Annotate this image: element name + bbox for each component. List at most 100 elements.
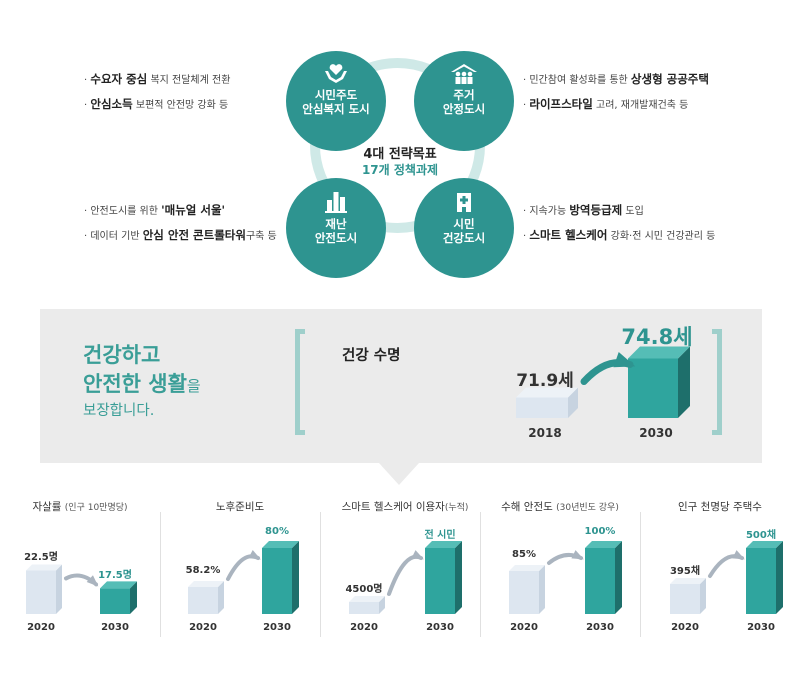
bracket-left	[295, 329, 305, 435]
year-1-2030: 2030	[101, 622, 129, 633]
bar-5-2030-front	[746, 548, 776, 614]
goal-housing-label2: 안정도시	[442, 102, 486, 116]
bar-1-2020-front	[26, 570, 56, 614]
goal-safety-label2: 안전도시	[314, 231, 358, 245]
bar-4-2020-top	[509, 565, 545, 571]
goal-welfare-label1: 시민주도	[314, 88, 358, 102]
bar-4-2030	[585, 541, 622, 614]
chart-title-text: 스마트 헬스케어 이용자	[341, 501, 445, 513]
center-title: 4대 전략목표	[363, 147, 437, 162]
goal-health-label1: 시민	[453, 217, 475, 231]
bar-5-2020	[670, 578, 706, 614]
separator	[320, 512, 321, 637]
bullet-text: 민간참여 활성화를 통한	[529, 75, 631, 86]
panel-pointer	[379, 463, 419, 485]
bullet-text: 강화·전 시민 건강관리 등	[607, 231, 716, 242]
bar-1-2030-front	[100, 588, 130, 614]
bar-3-2030-side	[455, 541, 462, 614]
bullet-text: 도입	[622, 206, 644, 217]
hospital-icon	[457, 193, 471, 212]
life-year-2018: 2018	[528, 426, 562, 440]
year-4-2030: 2030	[586, 622, 614, 633]
arrow-4-head	[571, 550, 584, 560]
chart-title-suicide: 자살률 (인구 10만명당)	[20, 499, 140, 514]
bar-2-2020	[188, 581, 224, 614]
center-subtitle: 17개 정책과제	[361, 163, 439, 177]
chart-subtitle: (30년빈도 강우)	[556, 503, 619, 513]
bracket-right	[712, 329, 722, 435]
life-bar-2030-side	[678, 346, 690, 418]
chart-title-text: 인구 천명당 주택수	[678, 501, 762, 513]
life-bar-2030-front	[628, 358, 678, 418]
life-bar-2030-top	[628, 346, 690, 359]
bar-4-2020-side	[539, 565, 545, 614]
goal-housing-label1: 주거	[453, 88, 475, 102]
value-1-2030: 17.5명	[98, 570, 132, 582]
bar-2-2030	[262, 541, 299, 614]
year-5-2030: 2030	[747, 622, 775, 633]
life-bar-2030	[628, 346, 690, 418]
life-bar-2018	[516, 387, 578, 418]
bullet-bold: 수요자 중심	[90, 72, 148, 86]
bar-2-2020-top	[188, 581, 224, 587]
chart-title-text: 자살률	[32, 501, 62, 513]
life-bar-2018-side	[568, 387, 578, 418]
year-5-2020: 2020	[671, 622, 699, 633]
value-1-2020: 22.5명	[24, 552, 58, 564]
year-3-2030: 2030	[426, 622, 454, 633]
bar-5-2030-side	[776, 541, 783, 614]
bar-4-2020-front	[509, 571, 539, 614]
life-expectancy-title: 건강 수명	[342, 348, 401, 364]
bullet-text: 복지 전달체계 전환	[147, 75, 231, 86]
year-3-2020: 2020	[350, 622, 378, 633]
separator	[160, 512, 161, 637]
bullet-br-1: · 지속가능 방역등급제 도입	[523, 203, 644, 217]
bullet-bl-1: · 안전도시를 위한 '매뉴얼 서울'	[84, 203, 226, 217]
goal-housing: 주거 안정도시	[414, 51, 514, 151]
bullet-bold: 안심 안전 콘트롤타워	[142, 228, 246, 242]
goal-welfare: 시민주도 안심복지 도시	[286, 51, 386, 151]
bar-5-2020-top	[670, 578, 706, 584]
bar-5-2020-front	[670, 584, 700, 614]
bar-1-2020-side	[56, 564, 62, 614]
bar-1-2020-top	[26, 564, 62, 571]
bar-3-2020	[349, 596, 385, 614]
bar-1-2030	[100, 581, 137, 614]
bullet-tl-1: · 수요자 중심 복지 전달체계 전환	[84, 72, 231, 86]
chart-title-text: 노후준비도	[215, 501, 265, 513]
bullet-text: 보편적 안전망 강화 등	[132, 100, 229, 111]
family-house-icon	[451, 64, 477, 84]
bullet-bold: 안심소득	[90, 97, 133, 111]
year-4-2020: 2020	[510, 622, 538, 633]
bullet-text: 데이터 기반	[90, 231, 143, 242]
goal-welfare-label2: 안심복지 도시	[302, 102, 370, 116]
bar-2-2020-front	[188, 587, 218, 614]
bar-2-2020-side	[218, 581, 224, 614]
bar-1-2020	[26, 564, 62, 614]
bullet-bl-2: · 데이터 기반 안심 안전 콘트롤타워구축 등	[84, 228, 277, 242]
year-2-2030: 2030	[263, 622, 291, 633]
headline-emphasis: 안전한 생활	[83, 372, 187, 396]
headline-line2: 안전한 생활을	[83, 368, 201, 398]
arrow-2-head	[248, 549, 261, 560]
bullet-text: 고려, 재개발재건축 등	[592, 100, 689, 111]
chart-title-retirement: 노후준비도	[180, 499, 300, 514]
bar-2-2030-front	[262, 548, 292, 614]
life-value-2018: 71.9세	[516, 370, 574, 391]
goal-health-label2: 건강도시	[442, 231, 486, 245]
value-3-2030: 전 시민	[424, 530, 456, 541]
life-bar-2018-front	[516, 397, 568, 418]
bullet-tr-1: · 민간참여 활성화를 통한 상생형 공공주택	[523, 72, 709, 86]
bar-3-2030	[425, 541, 462, 614]
value-2-2030: 80%	[265, 526, 289, 537]
separator	[640, 512, 641, 637]
bullet-bold: 라이프스타일	[529, 97, 593, 111]
goal-safety-label1: 재난	[325, 217, 347, 231]
headline-suffix: 을	[186, 377, 201, 395]
chart-title-healthcare: 스마트 헬스케어 이용자(누적)	[325, 499, 485, 514]
bullet-tl-2: · 안심소득 보편적 안전망 강화 등	[84, 97, 229, 111]
bar-4-2030-side	[615, 541, 622, 614]
life-growth-arrow-head	[613, 352, 636, 368]
life-year-2030: 2030	[639, 426, 673, 440]
